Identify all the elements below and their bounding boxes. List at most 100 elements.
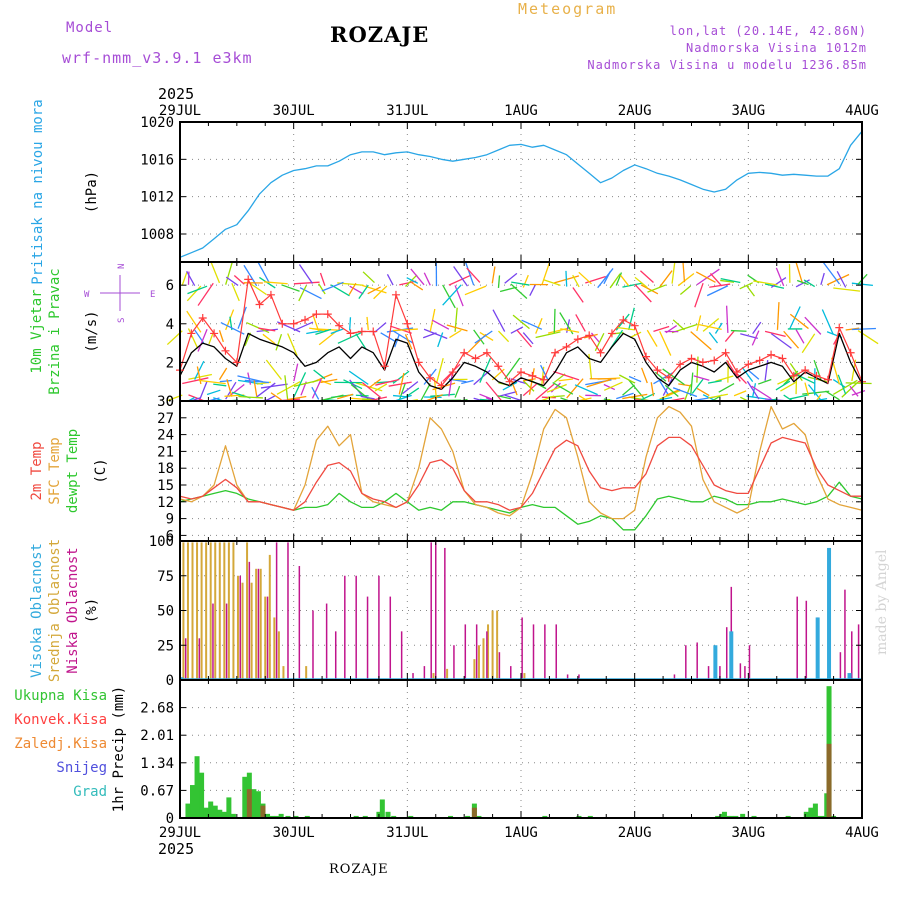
wind-arrow [541,261,551,286]
wind-arrow [572,287,584,303]
wind-gust-marker [505,377,514,386]
y-tick-label: 0 [166,673,174,689]
cloud-bar-niska [464,624,467,680]
panel-label: Visoka Oblacnost [29,543,45,678]
wind-arrow [510,326,524,334]
wind-arrow [725,305,729,333]
wind-arrow [392,370,410,384]
wind-arrow [718,382,735,393]
wind-gust-marker [517,368,525,377]
cloud-bar-srednja [496,610,499,680]
wind-arrow [348,370,369,385]
wind-arrow [423,272,431,286]
wind-arrow [374,383,388,392]
x-tick-label-top: 4AUG [845,103,879,119]
wind-arrow [804,316,822,335]
wind-arrow [270,392,282,401]
wind-arrow [646,329,658,347]
wind-arrow [263,281,288,285]
wind-gust-marker [187,329,196,338]
precip-bar-ukupna [230,813,236,818]
wind-arrow [218,330,224,343]
precip-legend-label: Snijeg [56,760,107,776]
wind-gust-marker [198,313,207,322]
wind-arrow [355,394,369,397]
wind-arrow [337,393,354,400]
wind-arrow [590,332,601,343]
wind-arrow [826,273,850,286]
y-tick-label: 6 [166,528,174,544]
wind-arrow [691,378,704,394]
wind-arrow [398,372,405,395]
model-label: Model [66,20,114,36]
cloud-bar-niska [334,631,337,680]
precip-bar-ukupna [587,815,593,818]
wind-arrow [715,375,734,382]
wind-gust-marker [767,350,776,359]
wind-arrow [250,283,267,296]
wind-arrow [832,379,858,395]
credit-watermark: made by Angel [874,549,890,655]
wind-arrow [546,383,567,393]
wind-arrow [246,321,270,334]
wind-arrow [679,285,692,295]
wind-arrow [619,374,636,384]
wind-arrow [420,383,431,402]
wind-arrow [757,378,772,385]
wind-arrow [361,381,382,398]
precip-bar-ukupna [285,815,291,818]
wind-arrow [708,393,728,399]
wind-gust-marker [528,371,537,380]
wind-arrow [640,367,648,384]
y-tick-label: 0 [166,394,174,410]
product-name: Meteogram [518,0,618,18]
precip-bar-ukupna [269,815,275,818]
wind-gust-marker [210,329,219,338]
cloud-bar-srednja [227,542,230,680]
precip-bar-ukupna [815,815,821,818]
wind-arrow [411,282,424,291]
cloud-bar-niska [707,666,710,680]
wind-arrow [794,373,815,384]
wind-arrow [575,314,586,332]
x-tick-label-top: 3AUG [731,103,765,119]
wind-arrow [802,390,830,395]
wind-arrow [553,308,556,334]
wind-gust-marker [335,321,344,330]
cloud-bar-niska [696,642,698,680]
cloud-bar-niska [544,624,546,680]
precip-bar-ukupna [803,811,809,818]
precip-bar-ukupna [185,803,191,818]
y-tick-label: 0 [166,811,174,827]
wind-arrow [696,315,702,332]
wind-arrow [695,271,716,283]
wind-arrow [796,279,809,286]
wind-arrow [208,332,214,345]
cloud-bar-srednja [232,542,235,680]
wind-arrow [558,378,573,382]
wind-arrow [730,329,747,332]
y-tick-label: 1008 [140,227,174,243]
wind-arrow [256,328,278,333]
precip-bar-ukupna [190,785,196,818]
wind-arrow [350,383,369,400]
wind-arrow [560,328,580,333]
wind-arrow [521,319,543,330]
wind-gust-marker [823,375,832,384]
wind-arrow [746,380,760,400]
wind-arrow [437,332,444,348]
wind-arrow [312,314,320,332]
cloud-bar-niska [744,666,746,680]
wind-arrow [511,281,530,286]
wind-arrow [707,380,722,384]
wind-arrow [448,373,453,397]
precip-bar-ukupna [728,815,734,818]
wind-arrow [578,271,592,285]
cloud-bar-niska [312,610,314,680]
cloud-bar-srednja [186,542,189,680]
wind-gust-marker [437,381,446,390]
cloud-bar-visoka [827,547,832,680]
precip-bar-ukupna [812,803,818,818]
panel-unit: 1hr Precip (mm) [111,686,127,812]
page-title: ROZAJE [330,22,430,47]
